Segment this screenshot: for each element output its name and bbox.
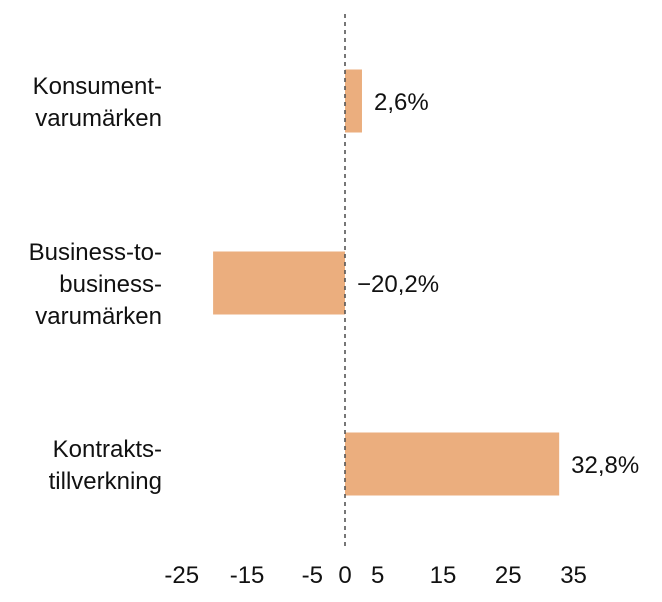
x-tick-label-0: -25 — [164, 562, 199, 589]
category-label-1-line-2: varumärken — [35, 303, 162, 330]
category-label-2-line-0: Kontrakts- — [53, 436, 162, 463]
x-tick-label-6: 25 — [495, 562, 522, 589]
bars-group — [213, 69, 560, 496]
bar-1 — [213, 251, 345, 315]
category-labels: Konsument-varumärken Business-to-business… — [29, 73, 162, 495]
x-tick-label-4: 5 — [371, 562, 384, 589]
category-label-0-line-1: varumärken — [35, 105, 162, 132]
bar-2 — [345, 432, 560, 496]
value-label-2: 32,8% — [571, 452, 639, 479]
x-tick-label-2: -5 — [302, 562, 323, 589]
category-label-2-line-1: tillverkning — [49, 468, 162, 495]
x-tick-label-7: 35 — [560, 562, 587, 589]
value-label-0: 2,6% — [374, 89, 429, 116]
value-label-1: −20,2% — [357, 271, 439, 298]
x-axis-ticks: -25 -15 -5 0 5 15 25 35 — [164, 562, 586, 589]
category-label-1-line-0: Business-to- — [29, 239, 162, 266]
x-tick-label-1: -15 — [230, 562, 265, 589]
value-labels: 2,6% −20,2% 32,8% — [357, 89, 639, 479]
bar-0 — [345, 69, 362, 133]
x-tick-label-5: 15 — [430, 562, 457, 589]
category-label-1-line-1: business- — [59, 271, 162, 298]
x-tick-label-3: 0 — [338, 562, 351, 589]
category-label-0-line-0: Konsument- — [33, 73, 162, 100]
